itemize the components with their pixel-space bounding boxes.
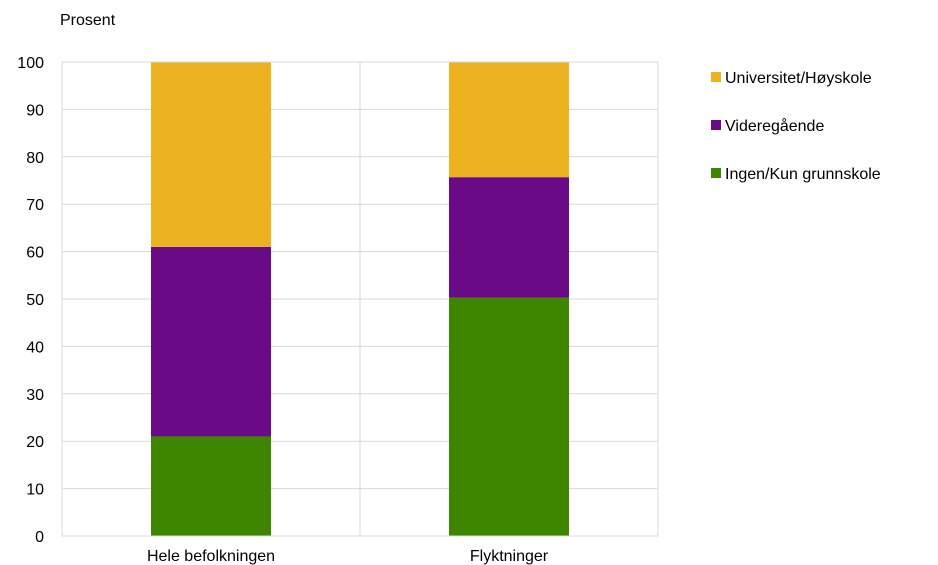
bar-segment [151, 62, 271, 247]
y-tick-labels: 0 10 20 30 40 50 60 70 80 90 100 [17, 55, 44, 546]
bar-segment [151, 436, 271, 536]
bar-segment [151, 246, 271, 437]
bars [151, 62, 569, 536]
legend-label: Universitet/Høyskole [725, 70, 872, 87]
y-tick-label: 60 [26, 245, 44, 262]
y-tick-label: 40 [26, 339, 44, 356]
legend-swatch [711, 168, 721, 178]
x-tick-labels: Hele befolkningen Flyktninger [147, 548, 549, 565]
y-tick-label: 30 [26, 387, 44, 404]
y-tick-label: 20 [26, 434, 44, 451]
y-tick-label: 10 [26, 482, 44, 499]
bar-segment [449, 297, 569, 536]
bar-segment [449, 177, 569, 298]
y-tick-label: 80 [26, 150, 44, 167]
plot-frame [61, 61, 659, 537]
legend-swatch [711, 72, 721, 82]
legend: Universitet/Høyskole Videregående Ingen/Ku… [711, 70, 881, 183]
y-tick-label: 100 [17, 55, 44, 72]
y-tick-label: 70 [26, 197, 44, 214]
bar-segment [449, 62, 569, 178]
y-tick-label: 90 [26, 102, 44, 119]
x-tick-label: Flyktninger [470, 548, 549, 565]
y-tick-label: 0 [35, 529, 44, 546]
legend-label: Videregående [725, 117, 824, 135]
x-tick-label: Hele befolkningen [147, 548, 275, 565]
legend-swatch [711, 120, 721, 130]
y-tick-label: 50 [26, 292, 44, 309]
y-axis-label: Prosent [60, 12, 116, 29]
legend-label: Ingen/Kun grunnskole [725, 166, 881, 183]
